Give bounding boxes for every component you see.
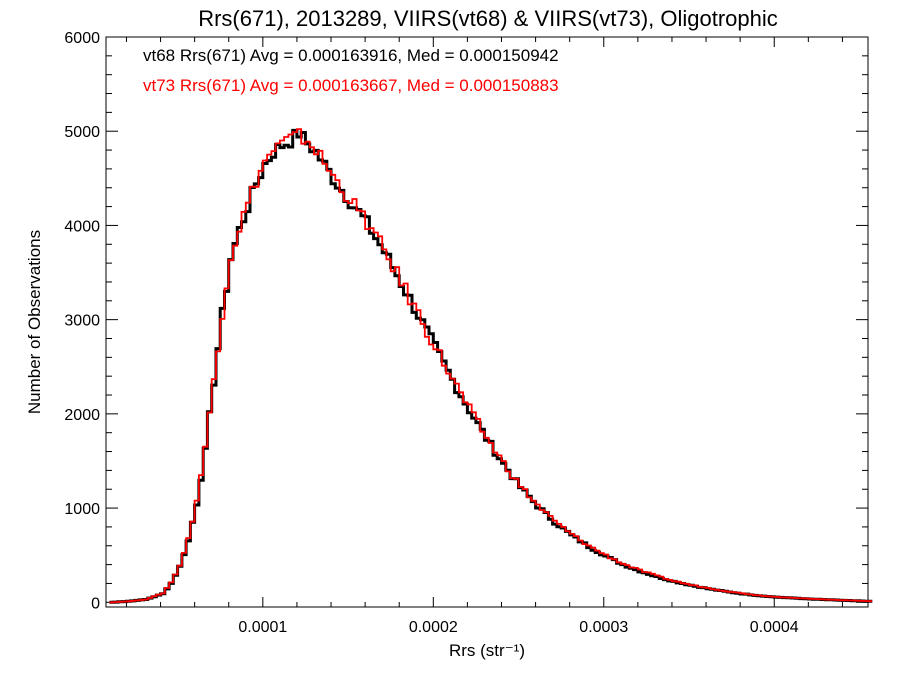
legend-entry-vt73: vt73 Rrs(671) Avg = 0.000163667, Med = 0… [143, 76, 559, 95]
x-tick-label: 0.0002 [409, 619, 458, 636]
y-axis-label: Number of Observations [25, 230, 44, 414]
series-line-vt68 [109, 128, 873, 604]
plot-frame [105, 36, 869, 608]
y-tick-label: 5000 [64, 124, 100, 141]
chart-title: Rrs(671), 2013289, VIIRS(vt68) & VIIRS(v… [198, 6, 778, 31]
x-tick-label: 0.0004 [750, 619, 799, 636]
series-lines [109, 128, 873, 604]
series-line-vt73 [109, 128, 873, 604]
y-tick-label: 1000 [64, 501, 100, 518]
y-tick-labels: 0 1000 2000 3000 4000 5000 6000 [64, 30, 100, 612]
y-tick-label: 4000 [64, 218, 100, 235]
y-tick-label: 0 [91, 595, 100, 612]
y-tick-label: 6000 [64, 30, 100, 47]
x-tick-label: 0.0003 [579, 619, 628, 636]
y-tick-label: 3000 [64, 313, 100, 330]
legend-entry-vt68: vt68 Rrs(671) Avg = 0.000163916, Med = 0… [143, 46, 559, 65]
y-tick-label: 2000 [64, 407, 100, 424]
x-axis-label: Rrs (str⁻¹) [449, 641, 525, 660]
x-tick-labels: 0.0001 0.0002 0.0003 0.0004 [238, 619, 798, 636]
x-tick-label: 0.0001 [238, 619, 287, 636]
